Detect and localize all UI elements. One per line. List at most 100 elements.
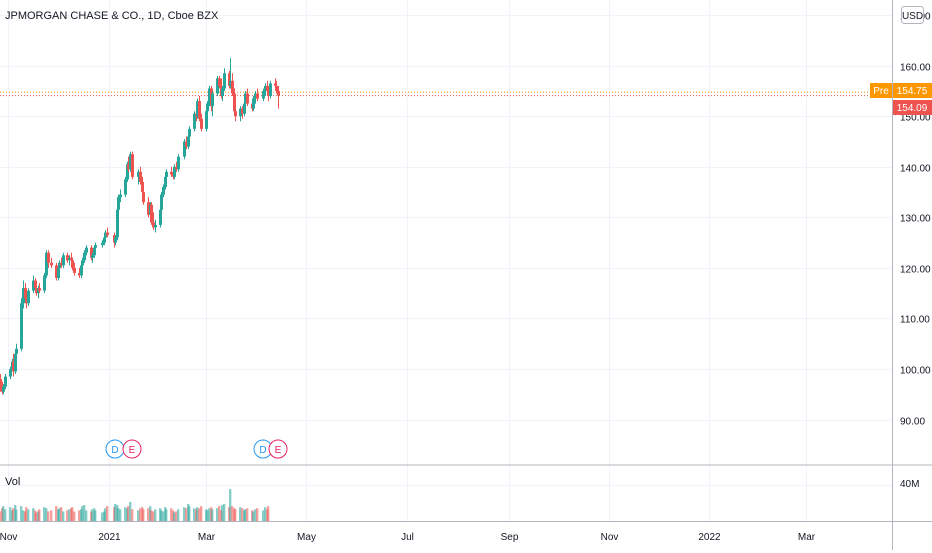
candle[interactable]	[170, 166, 173, 177]
candle[interactable]	[139, 166, 142, 185]
candle[interactable]	[231, 73, 234, 97]
candle[interactable]	[198, 96, 201, 122]
candle[interactable]	[127, 156, 130, 172]
candle[interactable]	[244, 90, 247, 107]
candle[interactable]	[91, 252, 94, 263]
candle[interactable]	[27, 288, 30, 306]
candle[interactable]	[185, 136, 188, 150]
candle[interactable]	[208, 85, 211, 107]
candle[interactable]	[216, 75, 219, 97]
candle[interactable]	[147, 197, 150, 218]
candle[interactable]	[241, 106, 244, 119]
candle[interactable]	[142, 189, 145, 205]
candle[interactable]	[162, 184, 165, 198]
candle[interactable]	[124, 176, 127, 198]
candle[interactable]	[2, 384, 5, 395]
candle[interactable]	[269, 80, 272, 99]
candle[interactable]	[234, 101, 237, 122]
candle[interactable]	[137, 169, 140, 185]
candle[interactable]	[94, 242, 97, 251]
candle[interactable]	[83, 250, 86, 263]
candle[interactable]	[25, 290, 28, 309]
candle[interactable]	[206, 101, 209, 114]
candle[interactable]	[264, 83, 267, 97]
candle[interactable]	[205, 108, 208, 132]
candle[interactable]	[4, 374, 7, 390]
candle[interactable]	[160, 192, 163, 213]
candle[interactable]	[229, 58, 232, 89]
candle[interactable]	[32, 275, 35, 294]
candle[interactable]	[73, 262, 76, 276]
candle[interactable]	[221, 85, 224, 102]
candle[interactable]	[193, 111, 196, 132]
candle[interactable]	[12, 353, 15, 377]
candle[interactable]	[223, 68, 226, 91]
candle[interactable]	[66, 252, 69, 263]
candle[interactable]	[58, 260, 61, 273]
candle[interactable]	[55, 262, 58, 281]
candle[interactable]	[14, 351, 17, 375]
candle[interactable]	[246, 88, 249, 107]
candle[interactable]	[173, 164, 176, 180]
candle[interactable]	[267, 85, 270, 102]
candle[interactable]	[154, 219, 157, 233]
candle[interactable]	[277, 85, 280, 109]
candle[interactable]	[175, 161, 178, 172]
candle[interactable]	[183, 138, 186, 160]
candle[interactable]	[188, 126, 191, 139]
candle[interactable]	[117, 194, 120, 213]
candle[interactable]	[254, 90, 257, 104]
candle[interactable]	[106, 227, 109, 238]
candle[interactable]	[196, 98, 199, 119]
candle[interactable]	[165, 169, 168, 180]
price-axis[interactable]: 90.00 100.00 110.00 120.00 130.00 140.00 150.0…	[900, 12, 931, 428]
candle[interactable]	[68, 255, 71, 266]
candle[interactable]	[252, 96, 255, 112]
candle[interactable]	[275, 80, 278, 94]
candle[interactable]	[104, 229, 107, 241]
candle[interactable]	[85, 245, 88, 256]
candle[interactable]	[50, 257, 53, 268]
candle[interactable]	[114, 235, 117, 246]
candle[interactable]	[60, 257, 63, 268]
candle[interactable]	[22, 280, 25, 309]
candle[interactable]	[35, 283, 38, 296]
candle[interactable]	[256, 88, 259, 102]
candle[interactable]	[62, 252, 65, 268]
currency-badge[interactable]: USD	[901, 6, 924, 24]
candle[interactable]	[159, 207, 162, 228]
candle[interactable]	[152, 212, 155, 230]
candles[interactable]	[0, 58, 280, 395]
candle[interactable]	[119, 189, 122, 203]
candle[interactable]	[38, 283, 41, 294]
candle[interactable]	[15, 343, 18, 359]
candle[interactable]	[262, 88, 265, 102]
candle[interactable]	[141, 176, 144, 195]
candle[interactable]	[116, 207, 119, 241]
candle[interactable]	[218, 75, 221, 89]
candle[interactable]	[0, 374, 2, 392]
candle[interactable]	[81, 257, 84, 268]
candle[interactable]	[43, 272, 46, 294]
earnings-badge[interactable]: E	[268, 439, 288, 459]
candle[interactable]	[71, 257, 74, 271]
candle[interactable]	[47, 250, 50, 268]
candle[interactable]	[211, 90, 214, 117]
earnings-badge[interactable]: E	[122, 439, 142, 459]
candle[interactable]	[200, 113, 203, 132]
candle[interactable]	[150, 202, 153, 225]
candle[interactable]	[233, 88, 236, 114]
candle[interactable]	[45, 250, 48, 278]
candle[interactable]	[9, 366, 12, 380]
candle[interactable]	[101, 240, 104, 248]
candle[interactable]	[131, 151, 134, 180]
candle[interactable]	[177, 154, 180, 172]
candle[interactable]	[239, 106, 242, 122]
candle[interactable]	[20, 298, 23, 352]
time-axis[interactable]: Nov 2021 Mar May Jul Sep Nov 2022 Mar	[0, 532, 816, 543]
dividend-badge[interactable]: D	[105, 439, 125, 459]
candle[interactable]	[243, 101, 246, 117]
candle[interactable]	[129, 151, 132, 172]
